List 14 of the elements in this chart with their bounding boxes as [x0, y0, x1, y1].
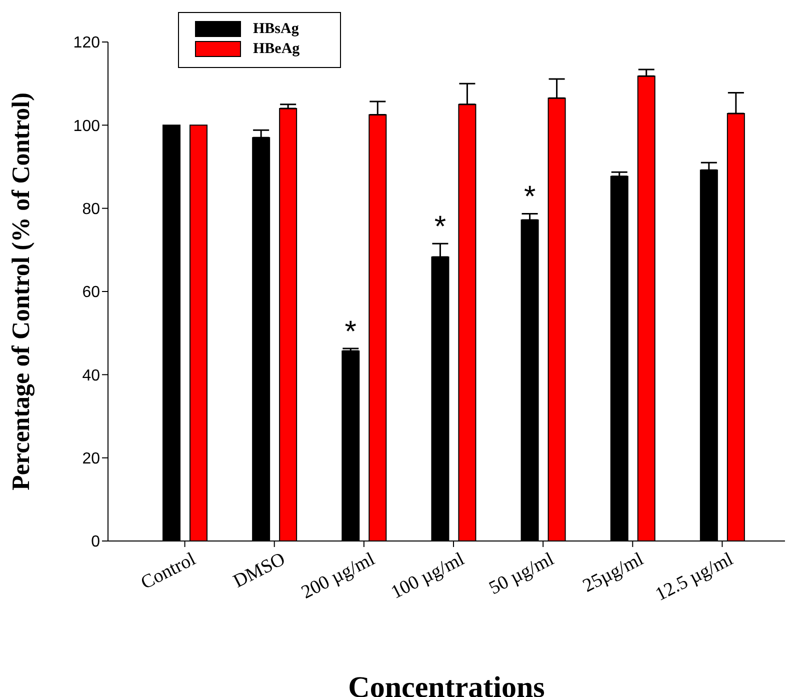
- annotation: *: [524, 180, 536, 214]
- y-tick-label: 20: [82, 450, 100, 468]
- y-tick-label: 40: [82, 367, 100, 384]
- annotation: *: [344, 315, 357, 348]
- y-tick-label: 120: [73, 34, 100, 52]
- y-axis-title: Percentage of Control (% of Control): [8, 92, 35, 490]
- y-tick-label: 80: [82, 201, 100, 218]
- y-tick-label: 100: [73, 118, 100, 135]
- y-tick-label: 0: [91, 534, 100, 551]
- y-tick-label: 60: [82, 284, 100, 302]
- x-axis-title: Concentrations: [348, 671, 545, 697]
- legend-label: HBsAg: [253, 20, 299, 38]
- annotation: *: [434, 210, 446, 244]
- legend-label: HBeAg: [253, 40, 300, 58]
